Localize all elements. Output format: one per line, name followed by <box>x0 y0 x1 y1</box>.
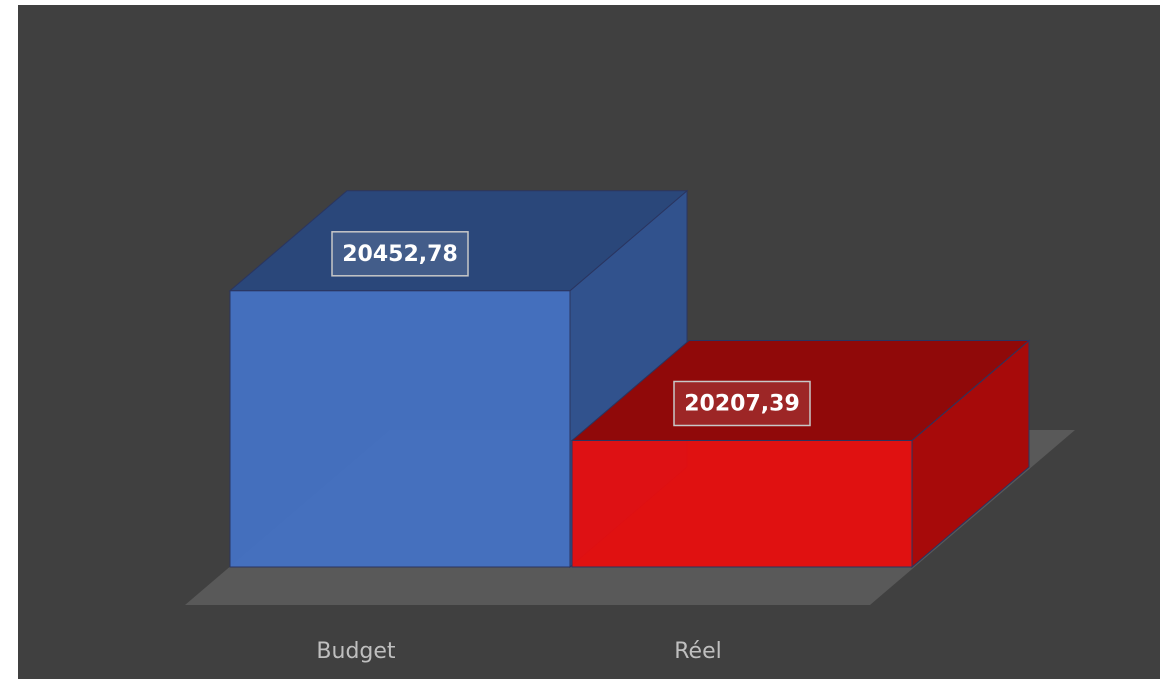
data-label: 20452,78 <box>342 242 458 267</box>
bars <box>228 189 1031 569</box>
data-label-box <box>673 380 811 427</box>
data-label: 20207,39 <box>684 391 800 416</box>
bar <box>571 439 913 568</box>
data-label-box <box>331 231 469 277</box>
x-tick-label: Budget <box>316 639 396 664</box>
bar <box>229 290 571 568</box>
x-tick-label: Réel <box>674 639 721 664</box>
